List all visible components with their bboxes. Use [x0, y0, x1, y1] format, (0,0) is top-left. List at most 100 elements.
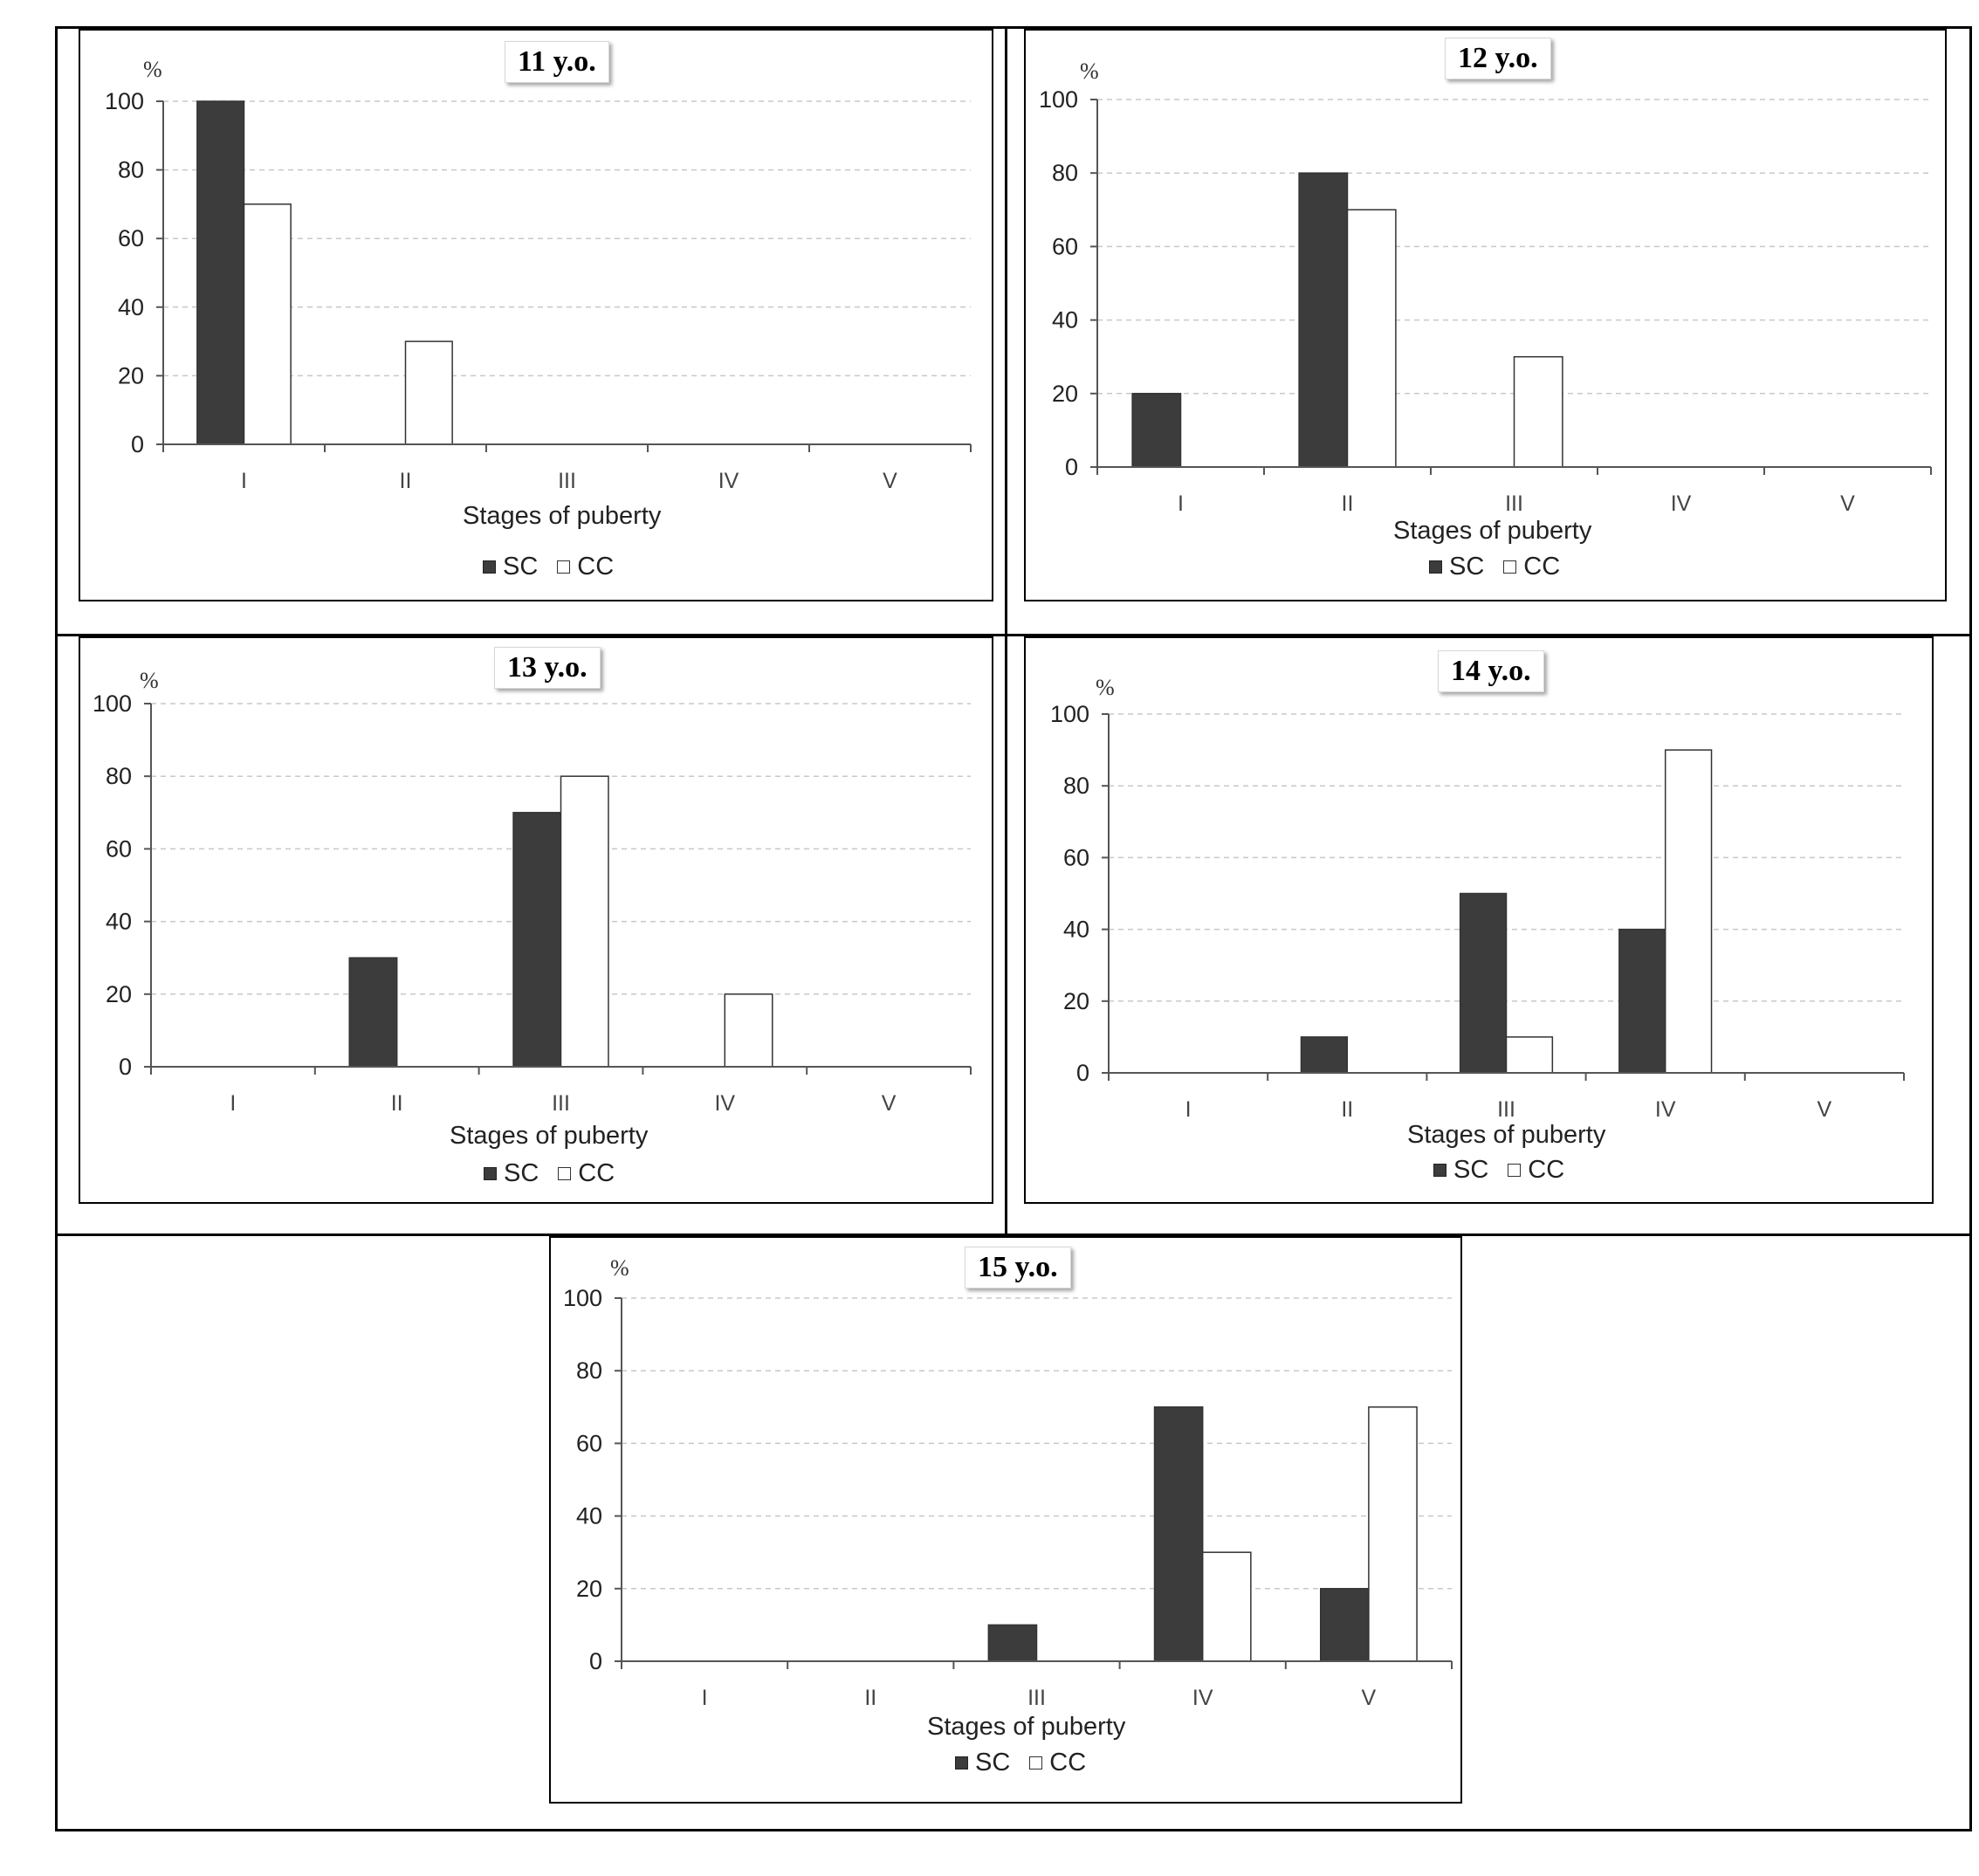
chart-panel-12yo: 12 y.o. % 0 20 40 60 80 100 I II III IV V Stages o…	[1024, 29, 1947, 601]
x-tick-label: I	[1185, 1097, 1192, 1122]
bar-cc-ii	[404, 340, 453, 445]
legend-swatch-cc	[558, 1167, 572, 1180]
bar-sc-i	[1131, 393, 1182, 468]
y-tick-label: 80	[118, 157, 144, 183]
legend: SC CC	[1429, 553, 1560, 581]
x-axis-title: Stages of puberty	[927, 1713, 1126, 1741]
legend-label-sc: SC	[1453, 1156, 1489, 1184]
legend: SC CC	[1433, 1156, 1564, 1185]
frame-left	[55, 26, 58, 1831]
x-tick-label: III	[1505, 491, 1523, 516]
chart-title: 13 y.o.	[494, 647, 601, 689]
x-tick-label: III	[558, 469, 576, 493]
y-unit-label: %	[610, 1255, 629, 1281]
x-tick-label: V	[882, 1091, 897, 1116]
bar-cc-iii	[1505, 1036, 1554, 1074]
y-unit-label: %	[1080, 58, 1099, 84]
legend-label-sc: SC	[504, 1159, 539, 1187]
bar-sc-iii	[512, 812, 562, 1068]
legend-swatch-sc	[955, 1756, 968, 1769]
y-tick-label: 60	[1063, 844, 1089, 870]
frame-bottom	[55, 1829, 1972, 1831]
x-tick-label: IV	[1192, 1686, 1213, 1710]
y-tick-label: 0	[1076, 1060, 1089, 1086]
y-tick-label: 40	[118, 294, 144, 320]
y-tick-label: 20	[106, 981, 132, 1007]
bar-sc-ii	[348, 957, 398, 1068]
frame-row-divider-1	[55, 634, 1972, 636]
y-unit-label: %	[143, 57, 162, 82]
x-tick-label: I	[230, 1091, 236, 1116]
legend-swatch-sc	[1429, 560, 1442, 574]
x-axis-title: Stages of puberty	[1407, 1121, 1606, 1149]
chart-title: 12 y.o.	[1445, 38, 1551, 79]
legend-swatch-sc	[483, 560, 496, 574]
chart-title: 14 y.o.	[1438, 650, 1544, 692]
bar-sc-iv	[1153, 1406, 1204, 1662]
x-tick-label: I	[241, 469, 247, 493]
y-tick-label: 20	[118, 362, 144, 388]
x-tick-label: IV	[1671, 491, 1692, 516]
x-tick-label: II	[864, 1686, 876, 1710]
x-axis-title: Stages of puberty	[463, 502, 662, 530]
y-tick-label: 0	[589, 1648, 602, 1674]
bar-cc-iv	[1664, 749, 1713, 1074]
y-tick-label: 80	[1052, 160, 1078, 186]
bar-cc-iv	[724, 993, 773, 1068]
x-tick-label: IV	[714, 1091, 735, 1116]
legend: SC CC	[484, 1159, 615, 1188]
y-tick-label: 40	[106, 909, 132, 935]
bar-sc-iv	[1618, 928, 1666, 1074]
frame-right	[1969, 26, 1972, 1831]
bar-sc-i	[196, 100, 245, 445]
y-tick-label: 100	[563, 1285, 602, 1311]
frame-top	[55, 26, 1972, 29]
legend-swatch-cc	[557, 560, 571, 574]
x-tick-label: II	[400, 469, 412, 493]
x-tick-label: III	[552, 1091, 570, 1116]
y-unit-label: %	[140, 668, 159, 693]
y-tick-label: 80	[576, 1357, 602, 1384]
legend-label-sc: SC	[503, 553, 539, 581]
x-tick-label: III	[1027, 1686, 1046, 1710]
x-tick-label: II	[1342, 491, 1354, 516]
x-tick-label: I	[1178, 491, 1184, 516]
x-tick-label: V	[1840, 491, 1855, 516]
bar-cc-iii	[560, 775, 609, 1068]
x-tick-label: II	[391, 1091, 403, 1116]
y-tick-label: 60	[576, 1430, 602, 1456]
legend: SC CC	[483, 553, 614, 581]
legend-swatch-cc	[1029, 1756, 1043, 1769]
x-axis-title: Stages of puberty	[450, 1122, 649, 1150]
legend-label-sc: SC	[975, 1749, 1011, 1776]
bar-sc-v	[1319, 1588, 1370, 1662]
bar-sc-ii	[1298, 172, 1349, 468]
x-tick-label: IV	[1655, 1097, 1676, 1122]
x-tick-label: IV	[718, 469, 739, 493]
y-tick-label: 100	[1050, 701, 1089, 727]
y-tick-label: 80	[1063, 773, 1089, 799]
x-axis-title: Stages of puberty	[1393, 517, 1592, 545]
legend-label-sc: SC	[1449, 553, 1485, 581]
bar-cc-iii	[1513, 355, 1563, 468]
bar-cc-i	[243, 203, 292, 445]
x-tick-label: III	[1497, 1097, 1515, 1122]
y-tick-label: 40	[1063, 917, 1089, 943]
legend-swatch-sc	[1433, 1164, 1446, 1177]
y-tick-label: 40	[576, 1503, 602, 1529]
y-tick-label: 0	[1065, 454, 1078, 480]
x-tick-label: V	[883, 469, 897, 493]
legend-label-cc: CC	[1523, 553, 1561, 581]
y-tick-label: 100	[105, 88, 144, 114]
y-tick-label: 100	[93, 691, 132, 717]
legend-label-cc: CC	[577, 553, 615, 581]
x-tick-label: I	[702, 1686, 708, 1710]
legend-label-cc: CC	[1049, 1749, 1087, 1776]
y-tick-label: 60	[1052, 233, 1078, 259]
bar-sc-ii	[1300, 1036, 1349, 1074]
chart-title: 15 y.o.	[965, 1247, 1071, 1288]
legend-swatch-cc	[1503, 560, 1517, 574]
